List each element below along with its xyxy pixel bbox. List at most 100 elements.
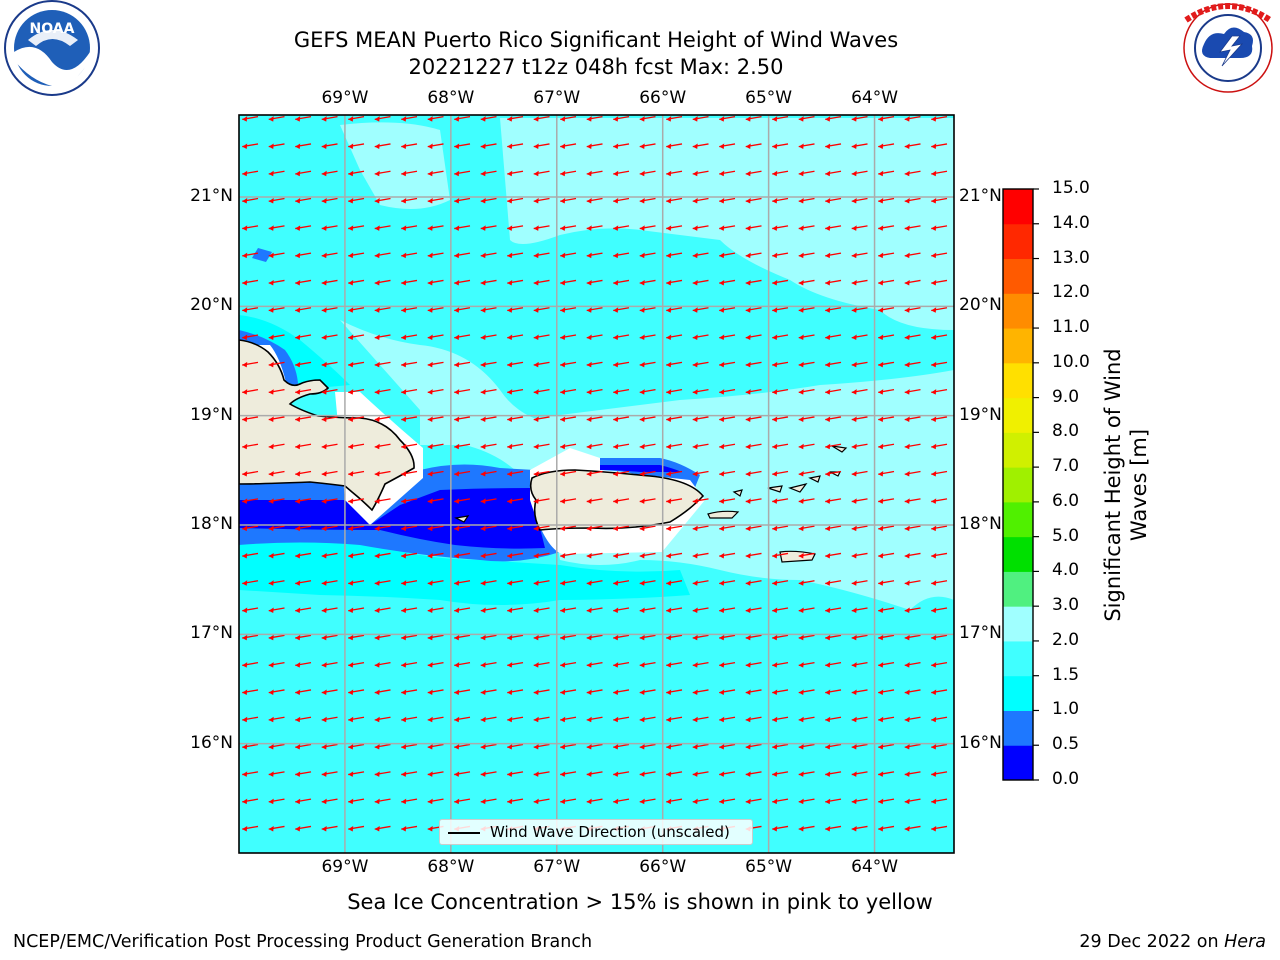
wave-direction-arrow	[666, 389, 683, 395]
wave-direction-arrow	[507, 116, 524, 122]
wave-direction-arrow	[427, 252, 444, 259]
wave-direction-arrow	[401, 743, 418, 750]
wave-direction-arrow	[851, 361, 868, 368]
wave-direction-arrow	[586, 634, 603, 641]
wave-direction-arrow	[295, 197, 312, 204]
wave-direction-arrow	[242, 416, 259, 422]
colorbar-swatch	[1003, 189, 1033, 225]
wave-direction-arrow	[321, 634, 338, 641]
wave-direction-arrow	[772, 498, 789, 504]
wave-direction-arrow	[480, 662, 497, 668]
wave-direction-arrow	[931, 525, 948, 532]
longitude-label: 64°W	[851, 857, 899, 877]
wave-direction-arrow	[719, 470, 736, 477]
wave-direction-arrow	[798, 798, 815, 805]
wave-direction-arrow	[401, 443, 418, 450]
wave-direction-arrow	[427, 743, 444, 750]
wave-direction-arrow	[666, 143, 683, 149]
wave-direction-arrow	[825, 634, 842, 641]
colorbar-tick-label: 6.0	[1052, 490, 1080, 511]
wave-direction-arrow	[268, 634, 285, 641]
wave-direction-arrow	[427, 498, 444, 504]
wave-direction-arrow	[666, 334, 683, 341]
wave-direction-arrow	[586, 143, 603, 149]
wave-direction-arrow	[295, 743, 312, 750]
wave-direction-arrow	[507, 252, 524, 259]
wave-direction-arrow	[401, 689, 418, 695]
wave-direction-arrow	[772, 743, 789, 750]
wave-direction-arrow	[745, 689, 762, 695]
wave-direction-arrow	[878, 716, 895, 723]
wave-direction-arrow	[692, 689, 709, 695]
legend-label: Wind Wave Direction (unscaled)	[490, 823, 730, 841]
wave-direction-arrow	[586, 416, 603, 422]
wave-direction-arrow	[878, 116, 895, 122]
wave-direction-arrow	[321, 389, 338, 395]
latitude-label: 19°N	[959, 404, 1002, 425]
wave-direction-arrow	[904, 607, 921, 614]
wave-direction-arrow	[798, 197, 815, 204]
wave-direction-arrow	[321, 170, 338, 177]
wave-direction-arrow	[533, 552, 550, 559]
wave-direction-arrow	[533, 389, 550, 395]
wave-direction-arrow	[904, 443, 921, 450]
wave-direction-arrow	[798, 525, 815, 532]
wave-height-field	[239, 115, 974, 853]
wave-direction-arrow	[825, 662, 842, 668]
wave-direction-arrow	[692, 252, 709, 259]
wave-direction-arrow	[560, 771, 577, 777]
wave-direction-arrow	[321, 470, 338, 477]
wave-direction-arrow	[374, 689, 391, 695]
wave-direction-arrow	[348, 307, 365, 313]
wave-direction-arrow	[348, 634, 365, 641]
wave-direction-arrow	[560, 798, 577, 805]
wave-direction-arrow	[931, 716, 948, 723]
wave-direction-arrow	[666, 225, 683, 231]
wave-direction-arrow	[613, 252, 630, 259]
wave-direction-arrow	[878, 225, 895, 231]
wave-direction-arrow	[666, 552, 683, 559]
wave-direction-arrow	[958, 225, 974, 231]
colorbar-swatch	[1003, 571, 1033, 607]
wave-direction-arrow	[427, 771, 444, 777]
wave-direction-arrow	[825, 279, 842, 286]
wave-direction-arrow	[692, 334, 709, 341]
wave-direction-arrow	[825, 361, 842, 368]
wave-direction-arrow	[958, 389, 974, 395]
wave-direction-arrow	[321, 498, 338, 504]
wave-direction-arrow	[666, 361, 683, 368]
wave-direction-arrow	[348, 170, 365, 177]
wave-direction-arrow	[772, 416, 789, 422]
colorbar-tick-label: 8.0	[1052, 421, 1080, 442]
wave-direction-arrow	[719, 361, 736, 368]
wave-direction-arrow	[904, 552, 921, 559]
wave-direction-arrow	[719, 798, 736, 805]
colorbar-swatch	[1003, 362, 1033, 399]
wave-direction-arrow	[904, 307, 921, 313]
wave-direction-arrow	[798, 389, 815, 395]
wave-direction-arrow	[560, 307, 577, 313]
wave-direction-arrow	[374, 716, 391, 723]
wave-direction-arrow	[374, 443, 391, 450]
wave-direction-arrow	[878, 443, 895, 450]
wave-direction-arrow	[825, 307, 842, 313]
wave-direction-arrow	[586, 279, 603, 286]
wave-direction-arrow	[904, 389, 921, 395]
wave-direction-arrow	[427, 662, 444, 668]
wave-direction-arrow	[745, 525, 762, 532]
wave-direction-arrow	[401, 416, 418, 422]
wave-direction-arrow	[904, 716, 921, 723]
wave-direction-arrow	[480, 279, 497, 286]
colorbar-swatch	[1003, 258, 1033, 294]
wave-direction-arrow	[692, 552, 709, 559]
wave-direction-arrow	[904, 689, 921, 695]
colorbar	[1002, 188, 1039, 781]
wave-direction-arrow	[639, 252, 656, 259]
wave-direction-arrow	[586, 197, 603, 204]
wave-direction-arrow	[798, 743, 815, 750]
wave-direction-arrow	[268, 225, 285, 231]
wave-direction-arrow	[719, 225, 736, 231]
wave-direction-arrow	[878, 634, 895, 641]
wave-direction-arrow	[958, 471, 974, 477]
wave-direction-arrow	[374, 225, 391, 231]
